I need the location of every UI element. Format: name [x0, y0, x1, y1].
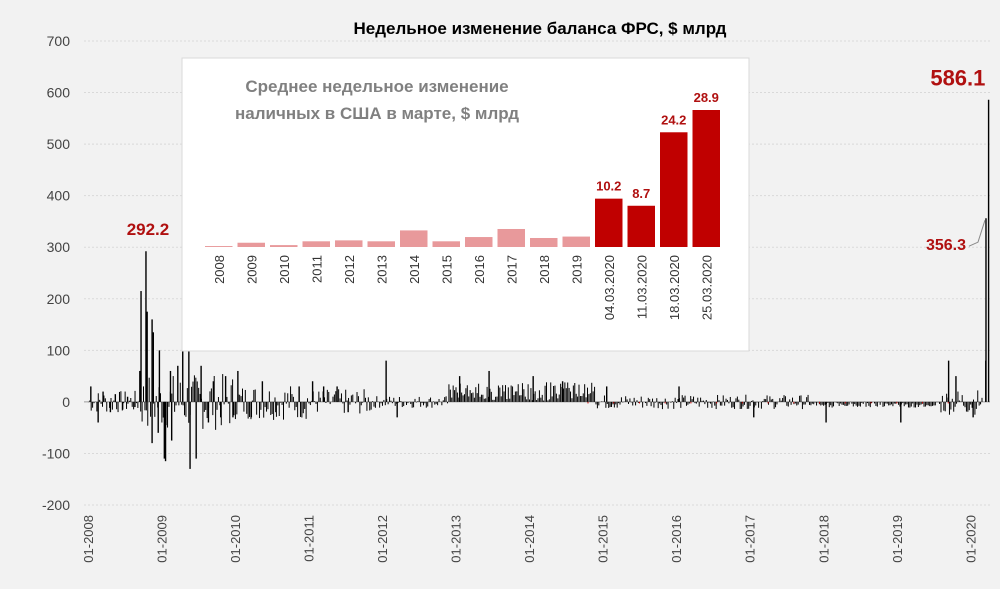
- y-tick-label-7: 0: [62, 394, 70, 410]
- inset-bar-18.03.2020: [660, 132, 688, 247]
- inset-x-label-15: 25.03.2020: [699, 255, 714, 320]
- y-tick-label-9: -200: [42, 497, 70, 513]
- annotation-292: 292.2: [127, 220, 170, 239]
- y-tick-label-5: 200: [47, 291, 71, 307]
- main-chart-title: Недельное изменение баланса ФРС, $ млрд: [354, 19, 727, 38]
- annotation-586: 586.1: [930, 66, 985, 91]
- inset-panel: [181, 57, 750, 352]
- inset-chart: Среднее недельное изменение наличных в С…: [181, 57, 750, 352]
- y-tick-label-4: 300: [47, 239, 71, 255]
- inset-x-label-2: 2010: [277, 255, 292, 284]
- inset-bar-2013: [367, 241, 395, 247]
- inset-data-label-15: 28.9: [694, 90, 719, 105]
- x-tick-label-0: 01-2008: [81, 515, 96, 563]
- inset-x-label-14: 18.03.2020: [667, 255, 682, 320]
- weekly-change-bars: [84, 99, 990, 469]
- inset-x-label-4: 2012: [342, 255, 357, 284]
- inset-data-label-12: 10.2: [596, 179, 621, 194]
- x-tick-label-4: 01-2012: [375, 515, 390, 563]
- inset-bar-2019: [562, 236, 590, 247]
- inset-x-label-3: 2011: [309, 255, 324, 283]
- inset-data-label-13: 8.7: [632, 186, 650, 201]
- x-tick-label-3: 01-2011: [302, 515, 317, 562]
- inset-x-label-6: 2014: [407, 255, 422, 284]
- x-tick-label-7: 01-2015: [596, 515, 611, 563]
- y-tick-label-6: 100: [47, 342, 71, 358]
- y-tick-label-3: 400: [47, 188, 71, 204]
- inset-data-label-14: 24.2: [661, 112, 686, 127]
- y-axis-ticks: 700 600 500 400 300 200 100 0 -100 -200: [42, 33, 70, 513]
- y-tick-label-1: 600: [47, 85, 71, 101]
- inset-x-label-13: 11.03.2020: [634, 255, 649, 319]
- inset-title-line-2: наличных в США в марте, $ млрд: [235, 104, 519, 123]
- inset-bar-04.03.2020: [595, 198, 623, 247]
- x-tick-label-12: 01-2020: [963, 515, 978, 563]
- annotation-356-leader: [968, 220, 986, 247]
- inset-x-label-11: 2019: [569, 255, 584, 284]
- inset-bar-25.03.2020: [692, 110, 720, 247]
- inset-bar-2015: [432, 241, 460, 247]
- x-tick-label-5: 01-2013: [449, 515, 464, 563]
- x-tick-label-9: 01-2017: [743, 515, 758, 563]
- inset-bar-2018: [530, 237, 558, 247]
- x-axis-ticks: 01-2008 01-2009 01-2010 01-2011 01-2012 01-20…: [81, 515, 978, 563]
- inset-bar-11.03.2020: [627, 205, 655, 247]
- inset-bar-2009: [237, 242, 265, 247]
- x-tick-label-8: 01-2016: [669, 515, 684, 563]
- inset-x-label-1: 2009: [244, 255, 259, 284]
- inset-x-label-7: 2015: [439, 255, 454, 284]
- y-tick-label-2: 500: [47, 136, 71, 152]
- inset-bar-2008: [205, 246, 233, 247]
- inset-bars: 2008 2009 2010 2011 2012 2013 2014 2015 2016 2017…: [205, 90, 720, 320]
- inset-bar-2011: [302, 241, 330, 247]
- y-tick-label-8: -100: [42, 445, 70, 461]
- x-tick-label-11: 01-2019: [890, 515, 905, 563]
- annotation-356: 356.3: [926, 237, 966, 254]
- inset-bar-2017: [497, 228, 525, 247]
- y-tick-label-0: 700: [47, 33, 71, 49]
- inset-x-label-0: 2008: [212, 255, 227, 284]
- inset-x-label-8: 2016: [472, 255, 487, 284]
- x-tick-label-2: 01-2010: [228, 515, 243, 563]
- annotations: 292.2 356.3 586.1: [127, 66, 986, 254]
- x-tick-label-1: 01-2009: [155, 515, 170, 563]
- inset-x-label-12: 04.03.2020: [602, 255, 617, 320]
- inset-bar-2010: [270, 245, 298, 247]
- x-tick-label-10: 01-2018: [816, 515, 831, 563]
- inset-x-label-9: 2017: [504, 255, 519, 284]
- inset-bar-2012: [335, 240, 363, 247]
- inset-x-label-10: 2018: [537, 255, 552, 284]
- inset-x-label-5: 2013: [374, 255, 389, 284]
- inset-bar-2014: [400, 230, 428, 247]
- x-tick-label-6: 01-2014: [522, 515, 537, 563]
- inset-bar-2016: [465, 237, 493, 247]
- inset-title-line-1: Среднее недельное изменение: [245, 77, 508, 96]
